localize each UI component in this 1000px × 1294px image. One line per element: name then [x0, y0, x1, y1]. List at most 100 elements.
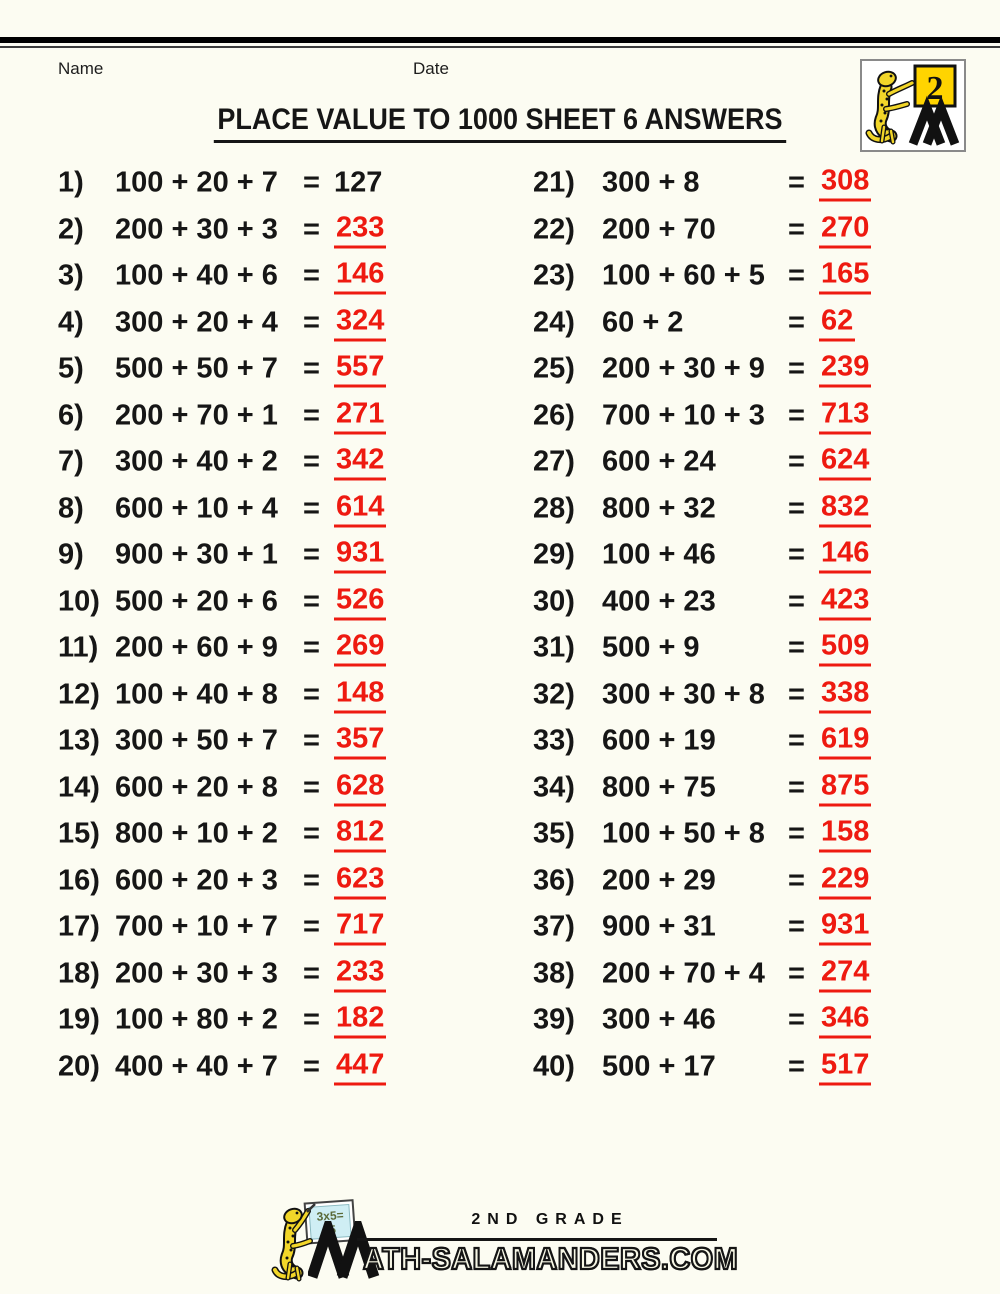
equals-sign: = [303, 817, 320, 850]
equals-sign: = [303, 352, 320, 385]
problem-row: 14) 600 + 20 + 8 = 628 [58, 765, 508, 812]
problem-answer: 270 [819, 211, 872, 249]
logo-m-glyph [908, 95, 960, 146]
problem-answer: 557 [334, 351, 387, 388]
problem-number: 35) [533, 817, 575, 850]
problem-number: 23) [533, 259, 575, 292]
problem-answer: 357 [334, 723, 387, 760]
problem-answer: 342 [334, 444, 387, 481]
problem-answer: 229 [819, 862, 872, 900]
problem-number: 27) [533, 445, 575, 478]
problem-expression: 600 + 24 [602, 445, 716, 478]
problem-answer: 269 [334, 630, 387, 667]
problem-number: 24) [533, 306, 575, 339]
equals-sign: = [788, 678, 805, 711]
problem-row: 29) 100 + 46 = 146 [533, 532, 993, 579]
equals-sign: = [788, 957, 805, 990]
problem-expression: 300 + 8 [602, 166, 700, 199]
equals-sign: = [788, 910, 805, 943]
problem-answer: 146 [334, 258, 387, 295]
equals-sign: = [303, 399, 320, 432]
problem-row: 17) 700 + 10 + 7 = 717 [58, 904, 508, 951]
problem-answer: 308 [819, 165, 872, 202]
problem-answer: 239 [819, 351, 872, 388]
problem-answer: 423 [819, 583, 872, 621]
equals-sign: = [788, 399, 805, 432]
problem-number: 12) [58, 678, 100, 711]
problem-row: 13) 300 + 50 + 7 = 357 [58, 718, 508, 765]
problem-expression: 100 + 50 + 8 [602, 817, 765, 850]
problem-number: 33) [533, 724, 575, 757]
equals-sign: = [303, 213, 320, 246]
problem-answer: 812 [334, 816, 387, 853]
problem-row: 7) 300 + 40 + 2 = 342 [58, 439, 508, 486]
problem-number: 29) [533, 538, 575, 571]
problem-row: 31) 500 + 9 = 509 [533, 625, 993, 672]
problem-row: 8) 600 + 10 + 4 = 614 [58, 486, 508, 533]
problem-number: 21) [533, 166, 575, 199]
problem-answer: 931 [334, 537, 387, 574]
problem-number: 5) [58, 352, 84, 385]
problem-expression: 100 + 46 [602, 538, 716, 571]
equals-sign: = [788, 631, 805, 664]
problem-number: 6) [58, 399, 84, 432]
problem-answer: 127 [334, 166, 383, 199]
problem-number: 10) [58, 585, 100, 618]
problem-row: 22) 200 + 70 = 270 [533, 207, 993, 254]
problem-number: 11) [58, 631, 99, 664]
problem-expression: 200 + 70 + 4 [602, 957, 765, 990]
equals-sign: = [788, 771, 805, 804]
problem-row: 18) 200 + 30 + 3 = 233 [58, 951, 508, 998]
problem-row: 32) 300 + 30 + 8 = 338 [533, 672, 993, 719]
problem-row: 9) 900 + 30 + 1 = 931 [58, 532, 508, 579]
problem-expression: 200 + 30 + 9 [602, 352, 765, 385]
problem-row: 19) 100 + 80 + 2 = 182 [58, 997, 508, 1044]
problem-expression: 800 + 75 [602, 771, 716, 804]
problem-answer: 614 [334, 490, 387, 528]
equals-sign: = [788, 864, 805, 897]
problem-answer: 875 [819, 769, 872, 807]
problem-expression: 200 + 30 + 3 [115, 213, 278, 246]
problem-row: 6) 200 + 70 + 1 = 271 [58, 393, 508, 440]
problem-row: 25) 200 + 30 + 9 = 239 [533, 346, 993, 393]
problem-number: 3) [58, 259, 84, 292]
problem-answer: 447 [334, 1048, 387, 1086]
equals-sign: = [788, 306, 805, 339]
problem-row: 12) 100 + 40 + 8 = 148 [58, 672, 508, 719]
problem-number: 15) [58, 817, 100, 850]
equals-sign: = [303, 166, 320, 199]
problem-number: 18) [58, 957, 100, 990]
problem-number: 25) [533, 352, 575, 385]
problem-expression: 100 + 60 + 5 [602, 259, 765, 292]
footer-m-glyph [308, 1221, 380, 1279]
equals-sign: = [788, 352, 805, 385]
problem-expression: 900 + 31 [602, 910, 716, 943]
problem-answer: 931 [819, 909, 872, 946]
equals-sign: = [303, 538, 320, 571]
problem-expression: 300 + 40 + 2 [115, 445, 278, 478]
problem-answer: 148 [334, 676, 387, 714]
problem-row: 26) 700 + 10 + 3 = 713 [533, 393, 993, 440]
problem-expression: 200 + 30 + 3 [115, 957, 278, 990]
board-equation: 3x5= [316, 1208, 344, 1224]
problem-answer: 619 [819, 723, 872, 760]
problem-answer: 628 [334, 769, 387, 807]
problem-expression: 100 + 40 + 8 [115, 678, 278, 711]
problem-expression: 100 + 20 + 7 [115, 166, 278, 199]
problem-expression: 300 + 20 + 4 [115, 306, 278, 339]
problem-number: 38) [533, 957, 575, 990]
problem-answer: 517 [819, 1048, 872, 1086]
equals-sign: = [788, 585, 805, 618]
date-label: Date [413, 59, 449, 78]
problem-number: 22) [533, 213, 575, 246]
problem-answer: 346 [819, 1002, 872, 1039]
problem-expression: 200 + 29 [602, 864, 716, 897]
problem-answer: 717 [334, 909, 387, 946]
problem-answer: 509 [819, 630, 872, 667]
problem-expression: 500 + 9 [602, 631, 700, 664]
problem-row: 5) 500 + 50 + 7 = 557 [58, 346, 508, 393]
equals-sign: = [303, 771, 320, 804]
problem-expression: 600 + 19 [602, 724, 716, 757]
equals-sign: = [303, 445, 320, 478]
problem-row: 35) 100 + 50 + 8 = 158 [533, 811, 993, 858]
